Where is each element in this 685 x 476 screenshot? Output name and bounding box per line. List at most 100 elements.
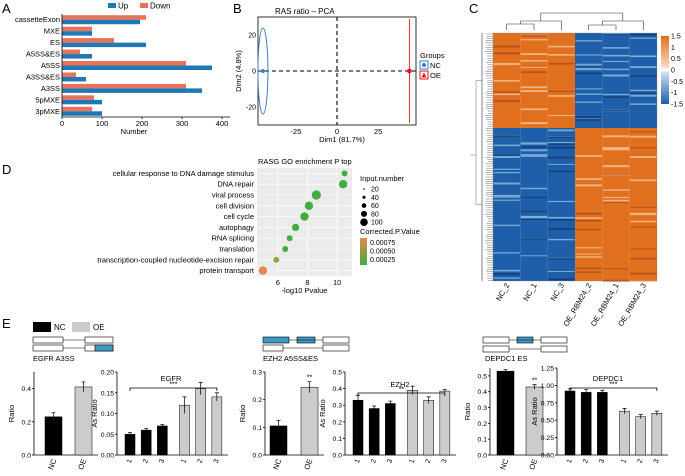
as-ratio-bar <box>407 390 418 456</box>
significance-bracket <box>129 387 218 391</box>
row-dendrogram <box>470 33 493 281</box>
category-label: A3SS <box>41 84 60 93</box>
significance-mark: ** <box>307 375 313 382</box>
bar-down <box>62 72 76 77</box>
x-tick-label: OE <box>76 458 88 471</box>
x-axis-label: Number <box>121 127 148 136</box>
exon-box <box>482 345 510 353</box>
heat-streak <box>630 212 657 214</box>
heat-streak <box>602 279 630 282</box>
heat-streak <box>602 74 630 77</box>
error-bar <box>214 392 219 402</box>
as-ratio-plot: DEPDC1 0.00 0.25 0.50 0.75 1.00 1.25 As Ratio 1 2… <box>530 366 668 464</box>
heat-streak <box>520 38 548 41</box>
heat-streak <box>602 148 630 151</box>
term-label: protein transport <box>199 266 255 275</box>
term-label: cellular response to DNA damage stimulus <box>113 169 255 178</box>
as-ratio-bar <box>635 416 646 456</box>
y-axis-label: Ratio <box>463 403 472 421</box>
x-tick-label: OE <box>302 458 314 471</box>
term-label: cell division <box>216 201 254 210</box>
x-tick-label: 1 <box>620 458 628 464</box>
bar-up <box>62 99 102 105</box>
panel-letter-c: C <box>469 1 478 16</box>
legend-dot-nc <box>422 63 426 67</box>
heat-streak <box>602 96 630 98</box>
panel-letter-d: D <box>2 162 11 177</box>
heat-streak <box>630 55 657 57</box>
term-label: cell cycle <box>224 212 254 221</box>
gene-title: DEPDC1 <box>593 374 623 383</box>
as-ratio-bar <box>619 410 630 456</box>
enrichment-dot <box>300 212 309 221</box>
enrichment-dot <box>341 170 348 177</box>
y-tick-label: 0.2 <box>478 421 488 428</box>
y-tick-label: 0.3 <box>253 370 263 377</box>
heat-streak <box>602 147 630 150</box>
error-bar <box>654 410 659 416</box>
as-ratio-bar <box>580 392 592 456</box>
y-axis-label: Ratio <box>238 405 247 423</box>
as-ratio-bar <box>385 403 396 456</box>
x-tick-label: 400 <box>216 119 229 128</box>
legend-label-down: Down <box>150 2 170 11</box>
y-axis-label: Dim2 (4.8%) <box>234 50 243 92</box>
y-axis-label: Ratio <box>7 405 16 423</box>
heat-streak <box>520 210 548 213</box>
heat-streak <box>493 199 520 201</box>
heat-streak <box>520 187 548 190</box>
heat-streak <box>548 200 575 203</box>
plot-title: RAS ratio – PCA <box>275 7 335 16</box>
heat-streak <box>520 142 548 145</box>
heat-streak <box>630 272 657 275</box>
significance-mark: *** <box>169 382 177 389</box>
legend-swatch-nc <box>33 322 51 332</box>
y-tick-label: 1.00 <box>541 383 554 390</box>
heat-streak <box>630 131 657 133</box>
heat-streak <box>520 255 548 257</box>
significance-mark: ** <box>532 378 538 385</box>
x-tick-label: 100 <box>96 119 109 128</box>
heat-streak <box>630 179 657 182</box>
legend-swatch-down <box>140 3 148 8</box>
heat-streak <box>493 196 520 198</box>
heat-streak <box>493 154 520 156</box>
heat-streak <box>575 247 602 249</box>
heat-streak <box>575 178 602 181</box>
x-tick-label: 3 <box>213 458 221 464</box>
category-label: ES <box>50 38 60 47</box>
x-tick-label: 3 <box>158 458 166 464</box>
y-tick-label: 0.00 <box>101 453 114 460</box>
heat-block-top <box>520 33 548 128</box>
heat-streak <box>575 93 602 95</box>
heat-streak <box>520 90 548 93</box>
y-tick-label: 0.50 <box>541 418 554 425</box>
y-axis-label: As Ratio <box>318 399 327 427</box>
heat-streak <box>602 165 630 168</box>
x-tick-label: 0 <box>60 119 64 128</box>
category-label: A3SS&ES <box>26 72 60 81</box>
heat-streak <box>575 119 602 121</box>
heat-streak <box>548 95 575 97</box>
as-ratio-bar <box>597 392 608 456</box>
x-tick-label: 300 <box>176 119 189 128</box>
enrichment-dot <box>311 190 321 200</box>
exon-box <box>540 336 568 344</box>
y-tick-label: 0.0 <box>253 453 263 460</box>
heat-block-bottom <box>493 128 521 281</box>
heat-streak <box>493 45 520 48</box>
category-label: 3pMXE <box>35 107 60 116</box>
heat-streak <box>602 174 630 176</box>
heat-streak <box>520 146 548 148</box>
y-tick-label: 0.2 <box>22 419 32 426</box>
heat-streak <box>520 108 548 111</box>
term-label: translation <box>219 245 254 254</box>
heat-streak <box>493 100 520 103</box>
heat-streak <box>602 196 630 199</box>
exon-box <box>482 336 510 344</box>
size-legend-dot <box>360 218 368 226</box>
panel-letter-a: A <box>2 1 11 16</box>
significance-bracket <box>569 387 658 391</box>
